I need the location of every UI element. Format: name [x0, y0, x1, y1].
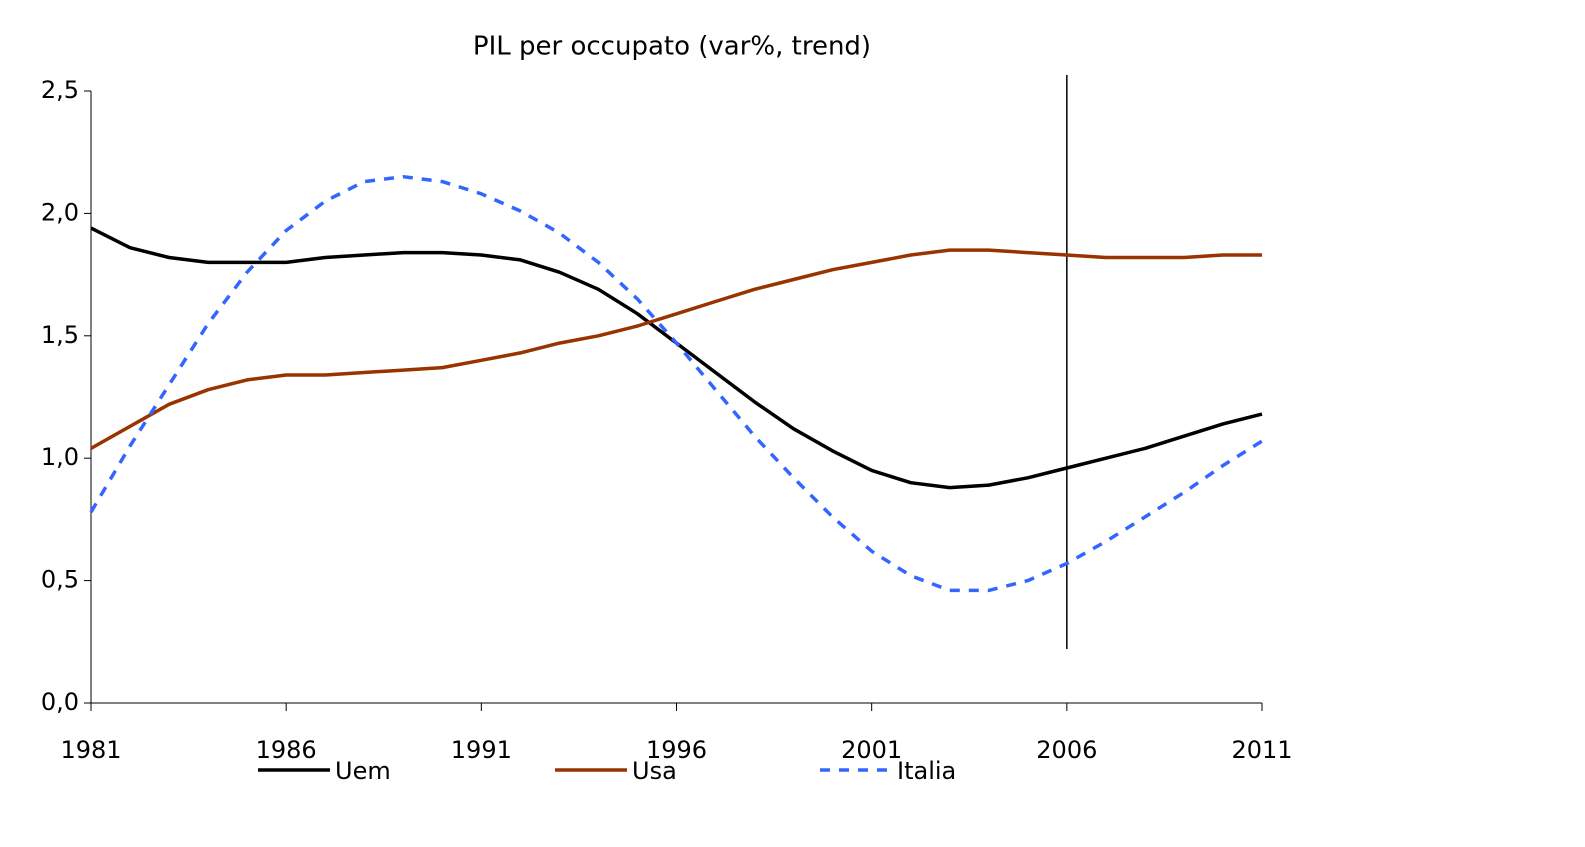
legend-label: Usa [632, 757, 677, 785]
line-italia [91, 177, 1262, 591]
y-tick-label: 0,0 [41, 688, 79, 716]
legend-label: Uem [335, 757, 391, 785]
chart-title: PIL per occupato (var%, trend) [473, 32, 871, 62]
x-tick-label: 1986 [256, 736, 317, 764]
y-tick-label: 1,5 [41, 321, 79, 349]
line-uem [91, 228, 1262, 488]
chart: PIL per occupato (var%, trend) 0,0 0,5 1,0… [0, 0, 1585, 847]
x-tick-label: 2006 [1036, 736, 1097, 764]
x-tick-label: 2011 [1231, 736, 1292, 764]
y-tick-label: 0,5 [41, 566, 79, 594]
legend-label: Italia [897, 757, 956, 785]
x-tick-label: 1981 [60, 736, 121, 764]
y-tick-label: 1,0 [41, 443, 79, 471]
y-tick-label: 2,5 [41, 76, 79, 104]
line-usa [91, 250, 1262, 448]
x-tick-label: 2001 [841, 736, 902, 764]
x-tick-label: 1991 [451, 736, 512, 764]
page: PIL per occupato (var%, trend) 0,0 0,5 1,0… [0, 0, 1585, 847]
y-tick-label: 2,0 [41, 198, 79, 226]
